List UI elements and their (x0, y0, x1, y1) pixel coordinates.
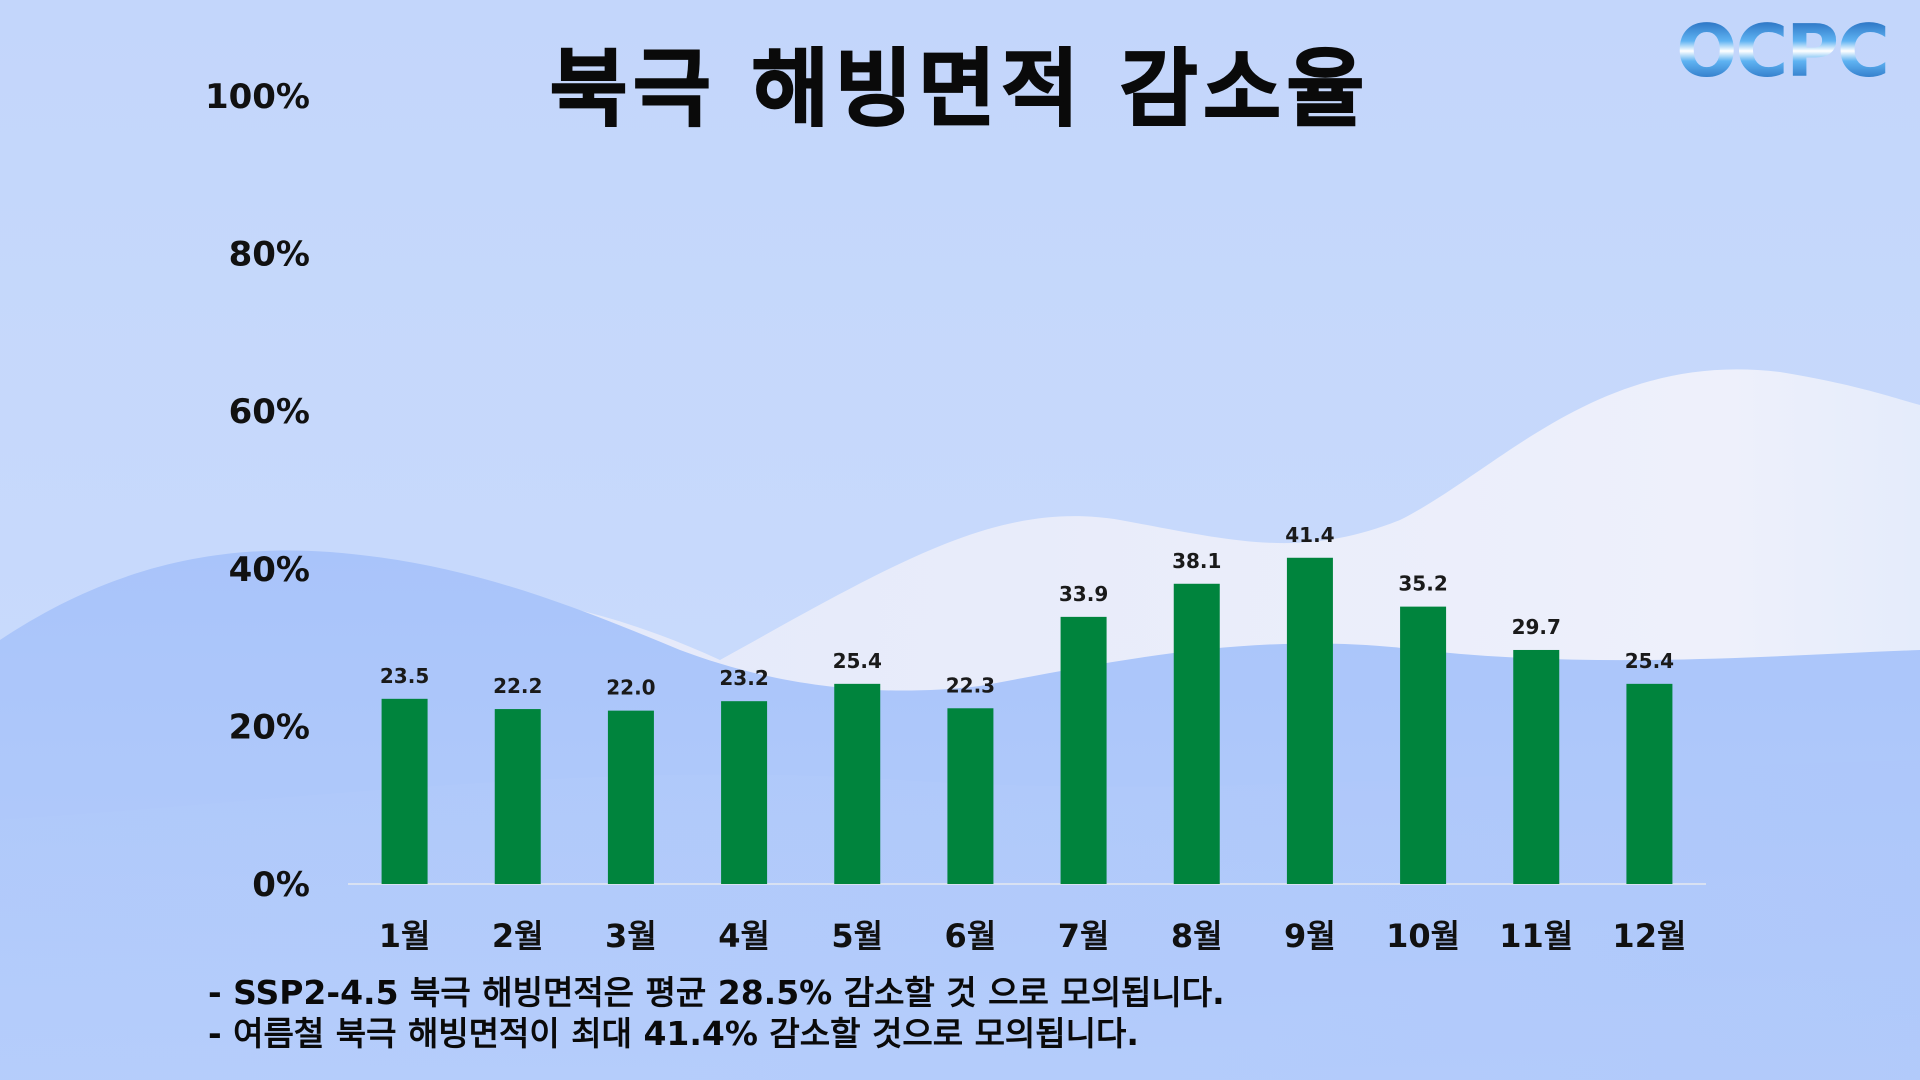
bar (1626, 683, 1673, 884)
data-label: 22.2 (493, 674, 542, 698)
bar (1060, 616, 1107, 884)
x-tick-label: 2월 (492, 917, 544, 955)
y-tick-label: 80% (229, 235, 310, 275)
y-tick-label: 60% (229, 392, 310, 432)
data-label: 22.3 (946, 673, 995, 697)
x-tick-label: 1월 (379, 917, 431, 955)
bar (947, 708, 994, 884)
data-label: 22.0 (606, 676, 655, 700)
y-tick-label: 40% (229, 550, 310, 590)
bar (1400, 606, 1447, 884)
data-label: 33.9 (1059, 582, 1108, 606)
x-tick-label: 11월 (1499, 917, 1573, 955)
bar (1286, 557, 1333, 884)
y-tick-label: 100% (205, 77, 310, 117)
svg-text:OCPC: OCPC (1676, 9, 1888, 88)
bar (1513, 649, 1560, 884)
x-tick-label: 7월 (1058, 917, 1110, 955)
x-tick-label: 10월 (1386, 917, 1460, 955)
y-tick-label: 0% (252, 865, 310, 905)
y-axis: 0% 20% 40% 60% 80% 100% (205, 77, 310, 905)
bar (721, 701, 768, 884)
data-label: 23.2 (719, 666, 768, 690)
x-tick-label: 6월 (945, 917, 997, 955)
bar (834, 683, 881, 884)
bars: 23.5 22.2 22.0 23.2 25.4 22.3 33.9 38.1 41.4 35.2… (380, 523, 1674, 884)
page-title: 북극 해빙면적 감소율 (549, 39, 1370, 139)
x-tick-label: 3월 (605, 917, 657, 955)
x-tick-label: 12월 (1612, 917, 1686, 955)
bar (1173, 583, 1220, 884)
data-label: 23.5 (380, 664, 429, 688)
data-label: 29.7 (1512, 615, 1561, 639)
ocpc-logo: OCPC (1676, 9, 1890, 88)
note-summer-max: - 여름철 북극 해빙면적이 최대 41.4% 감소할 것으로 모의됩니다. (208, 1014, 1139, 1053)
data-label: 35.2 (1398, 572, 1447, 596)
x-tick-label: 4월 (718, 917, 770, 955)
bar (381, 698, 428, 884)
bar (607, 710, 654, 884)
x-tick-label: 8월 (1171, 917, 1223, 955)
x-tick-label: 5월 (831, 917, 883, 955)
bar (494, 709, 541, 884)
data-label: 25.4 (1625, 649, 1674, 673)
x-axis: 1월 2월 3월 4월 5월 6월 7월 8월 9월 10월 11월 12월 (379, 917, 1687, 955)
data-label: 41.4 (1285, 523, 1334, 547)
x-tick-label: 9월 (1284, 917, 1336, 955)
data-label: 38.1 (1172, 549, 1221, 573)
note-average: - SSP2-4.5 북극 해빙면적은 평균 28.5% 감소할 것 으로 모의… (208, 973, 1225, 1012)
notes: - SSP2-4.5 북극 해빙면적은 평균 28.5% 감소할 것 으로 모의… (208, 972, 1808, 1054)
y-tick-label: 20% (229, 707, 310, 747)
data-label: 25.4 (833, 649, 882, 673)
